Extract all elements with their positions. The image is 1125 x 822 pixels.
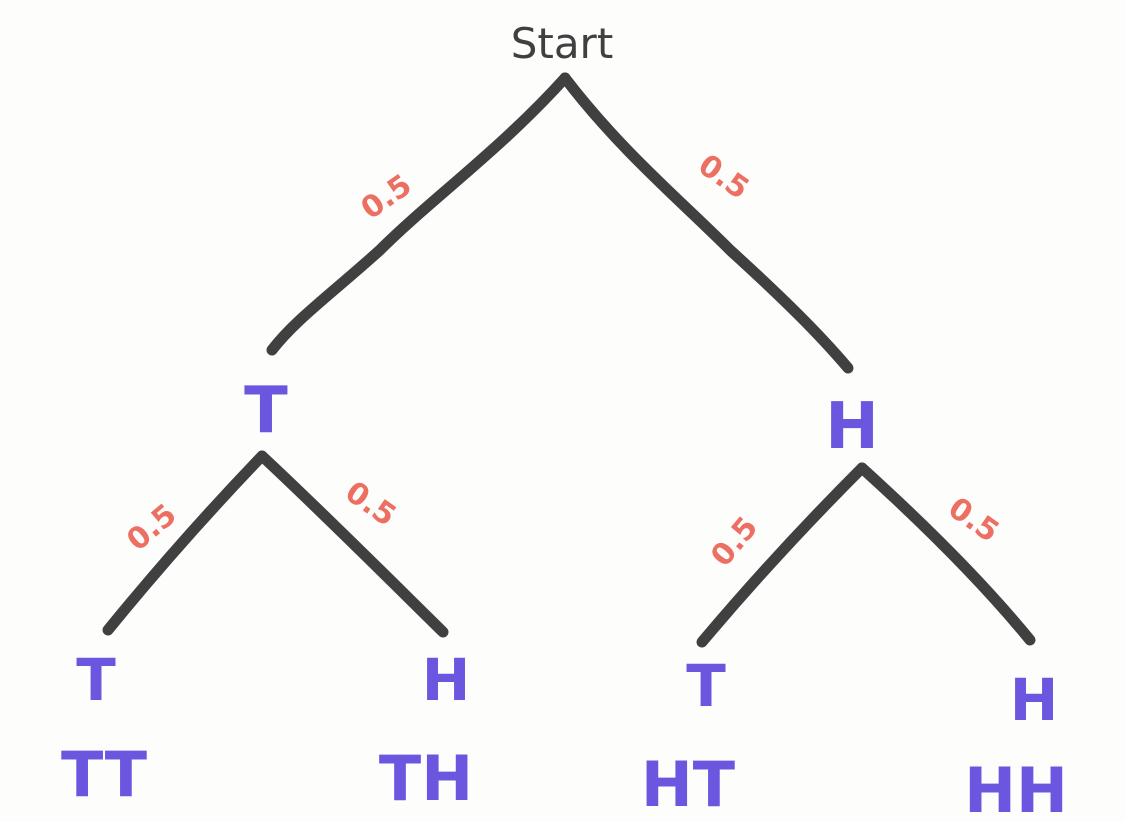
branch-t-to-tt	[102, 450, 268, 636]
node-th: H	[422, 646, 471, 714]
branch-start-to-t	[266, 72, 571, 356]
node-hh: H	[1010, 666, 1059, 734]
branch-h-to-ht	[696, 462, 868, 648]
outcome-ht: HT	[641, 748, 735, 821]
prob-h-to-ht: 0.5	[704, 510, 765, 573]
branch-t-to-th	[256, 450, 449, 638]
outcome-tt: TT	[61, 738, 147, 811]
node-ht: T	[686, 652, 726, 720]
node-tt: T	[76, 646, 116, 714]
outcome-th: TH	[379, 742, 473, 815]
node-t: T	[244, 374, 288, 448]
branch-start-to-h	[559, 72, 854, 374]
prob-start-to-h: 0.5	[692, 148, 756, 207]
prob-h-to-hh: 0.5	[942, 491, 1006, 550]
start-label: Start	[511, 19, 614, 68]
node-h: H	[825, 390, 879, 464]
prob-t-to-th: 0.5	[339, 475, 403, 534]
branch-h-to-hh	[856, 462, 1036, 646]
outcome-hh: HH	[964, 754, 1068, 822]
